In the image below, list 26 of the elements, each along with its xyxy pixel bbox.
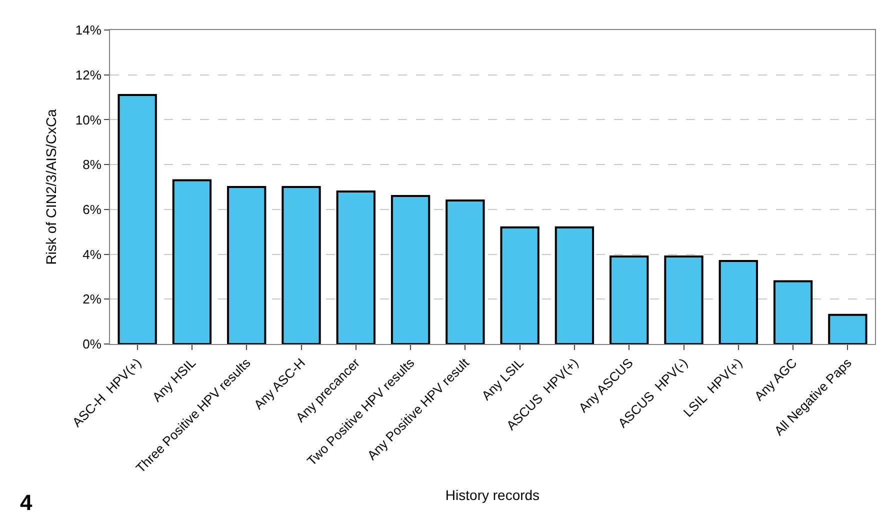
bar [718,260,758,344]
y-tick-label: 12% [75,67,102,82]
bar [664,256,704,344]
bar [282,186,321,344]
y-tick-label: 14% [75,22,102,38]
bar [172,179,212,344]
y-tick-label: 0% [82,336,102,352]
bar [610,256,649,344]
bar [227,186,266,344]
y-tick-label: 10% [75,112,102,128]
text: 4 [20,490,33,515]
bar [554,226,594,344]
bar [500,226,540,344]
y-tick-label: 4% [82,246,102,262]
bar [336,190,376,344]
y-tick-label: 8% [82,157,102,172]
y-tick-label: 6% [82,202,102,217]
bar [773,280,813,344]
bar [446,199,485,344]
bar [118,94,157,344]
x-tick-label: Any LSIL [478,355,527,404]
bar [390,194,430,344]
y-tick-label: 2% [82,292,102,307]
y-axis-title: Risk of CIN2/3/AIS/CxCa [42,108,59,265]
x-axis-title: History records [445,486,540,503]
bar [828,314,868,344]
